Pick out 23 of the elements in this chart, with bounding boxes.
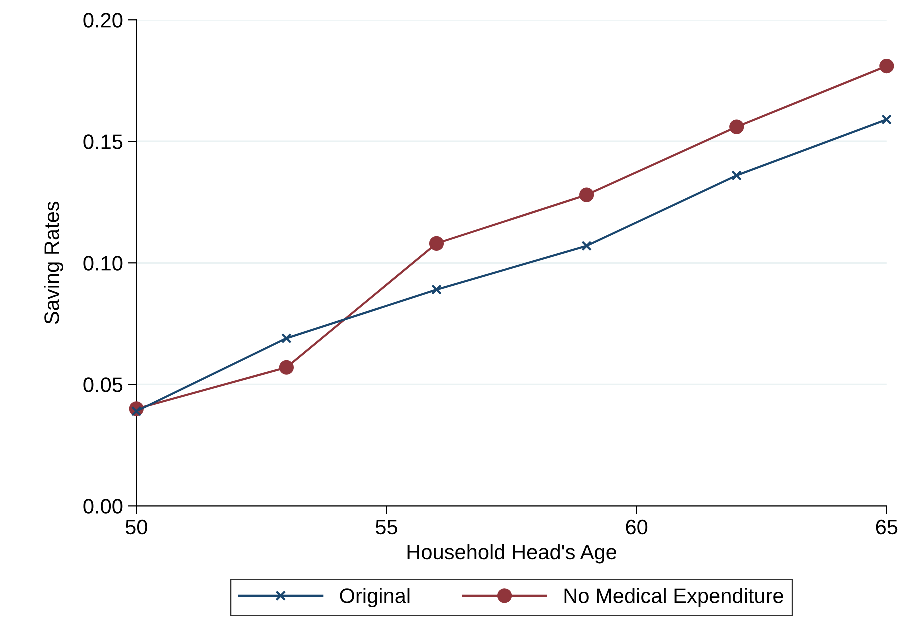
point: [880, 58, 894, 74]
x-tick-label: 65: [876, 520, 898, 535]
x-tick-label: 50: [126, 520, 148, 535]
y-tick-label: 0.05: [84, 378, 123, 392]
legend-label: Original: [340, 588, 410, 608]
point: [281, 333, 292, 344]
y-axis-title: Saving Rates: [44, 202, 64, 324]
legend-label: No Medical Expenditure: [564, 588, 784, 608]
x-tick-label: 60: [626, 520, 648, 535]
point: [580, 188, 594, 202]
point: [582, 240, 592, 252]
point: [730, 120, 744, 134]
point: [882, 114, 892, 125]
x-tick-label: 55: [376, 520, 398, 535]
x-axis-title: Household Head's Age: [408, 544, 617, 564]
point: [432, 284, 442, 296]
y-tick-label: 0.00: [84, 499, 123, 514]
y-tick-label: 0.15: [84, 134, 123, 150]
y-tick-label: 0.10: [84, 256, 123, 271]
point: [279, 360, 294, 375]
y-tick-label: 0.20: [84, 13, 123, 28]
point: [429, 236, 444, 251]
point: [732, 170, 742, 181]
